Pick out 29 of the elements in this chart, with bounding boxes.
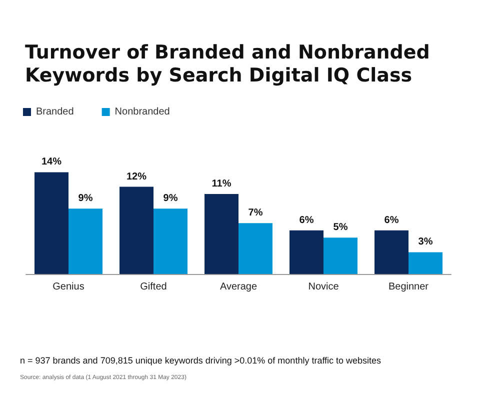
bar: [238, 223, 272, 274]
x-tick-label: Average: [220, 282, 258, 292]
x-tick-label: Beginner: [388, 282, 430, 292]
data-label: 14%: [41, 156, 62, 168]
data-label: 6%: [384, 214, 399, 226]
bar: [408, 252, 442, 274]
chart-title: Turnover of Branded and Nonbranded Keywords by Search Digital IQ Class: [25, 42, 430, 86]
x-tick-label: Gifted: [140, 282, 167, 292]
data-label: 3%: [418, 236, 433, 248]
data-label: 6%: [299, 214, 314, 226]
bar: [374, 230, 408, 274]
bar: [324, 238, 358, 274]
x-tick-label: Genius: [52, 282, 84, 292]
data-label: 9%: [78, 193, 93, 204]
bar: [204, 194, 238, 274]
x-tick-label: Novice: [308, 282, 340, 292]
data-label: 9%: [163, 193, 178, 204]
legend-label: Nonbranded: [114, 106, 170, 118]
text: n = 937 brands and 709,815 unique keywords driving >0.01% of monthly traffic to websites: [20, 356, 382, 366]
data-label: 11%: [212, 178, 232, 190]
data-label: 7%: [248, 208, 263, 219]
bar: [120, 186, 154, 274]
data-label: 12%: [126, 171, 147, 182]
legend-label: Branded: [36, 106, 74, 118]
bar: [290, 230, 324, 274]
bar: [68, 208, 102, 274]
data-label: 5%: [333, 222, 348, 234]
bar: [34, 172, 68, 274]
bar: [154, 208, 188, 274]
